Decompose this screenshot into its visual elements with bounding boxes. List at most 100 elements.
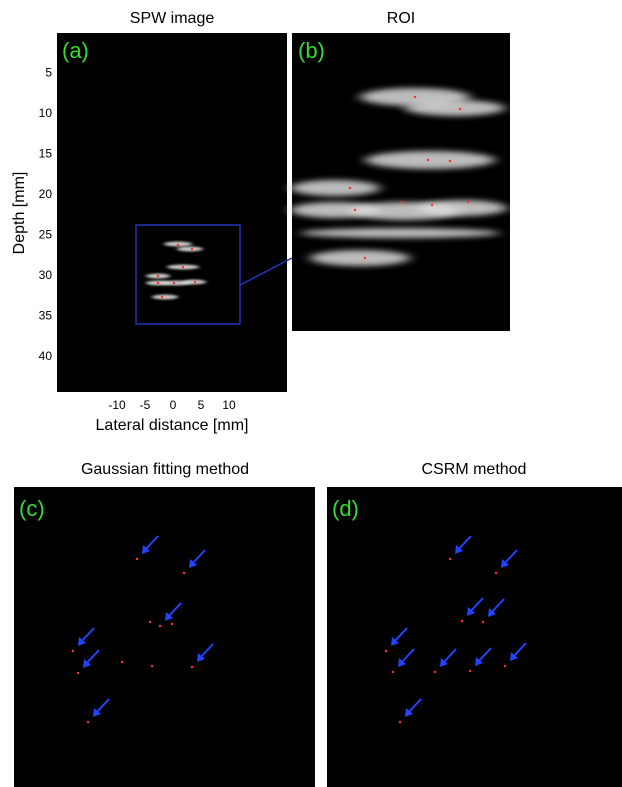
arrow-head <box>475 657 483 666</box>
point <box>156 274 160 278</box>
panel-title: CSRM method <box>422 461 527 478</box>
arrow-shaft <box>144 535 159 551</box>
roi-connector <box>239 257 293 286</box>
point <box>160 295 164 299</box>
arrow-shaft <box>457 535 472 551</box>
arrow-shaft <box>400 648 415 664</box>
point <box>426 158 430 162</box>
arrow-shaft <box>85 649 100 665</box>
point <box>348 186 352 190</box>
panel-label: (c) <box>19 496 45 521</box>
point <box>120 660 124 664</box>
arrow-head <box>197 653 205 662</box>
arrow-shaft <box>469 597 484 613</box>
blob <box>310 250 410 266</box>
point <box>158 624 162 628</box>
point <box>172 281 176 285</box>
y-tick-label: 5 <box>45 66 52 80</box>
arrow-shaft <box>490 598 505 614</box>
point <box>363 256 367 260</box>
y-axis-label: Depth [mm] <box>11 172 28 255</box>
y-tick-label: 15 <box>39 147 53 161</box>
point <box>413 95 417 99</box>
point <box>448 557 452 561</box>
panel-label: (a) <box>62 38 89 63</box>
blob <box>405 100 505 116</box>
point <box>384 649 388 653</box>
y-tick-label: 30 <box>39 268 53 282</box>
arrow-shaft <box>167 602 182 618</box>
x-axis-label: Lateral distance [mm] <box>96 417 249 434</box>
image-a <box>57 33 287 392</box>
point <box>466 200 470 204</box>
image-d <box>327 487 622 787</box>
arrow-head <box>391 637 399 646</box>
arrow-shaft <box>512 642 527 658</box>
y-tick-label: 10 <box>39 106 53 120</box>
point <box>430 203 434 207</box>
arrow-shaft <box>393 627 408 643</box>
y-tick-label: 20 <box>39 187 53 201</box>
arrow-head <box>78 637 86 646</box>
x-tick-label: 0 <box>170 398 177 412</box>
point <box>190 665 194 669</box>
blob <box>290 180 380 196</box>
arrow-shaft <box>503 549 518 565</box>
arrow-head <box>189 559 197 568</box>
panel-title: SPW image <box>130 10 215 27</box>
blobs <box>146 88 507 300</box>
arrow-shaft <box>442 648 457 664</box>
blob <box>365 151 495 169</box>
point <box>494 571 498 575</box>
point <box>181 265 185 269</box>
arrow-shaft <box>477 647 492 663</box>
arrow-shaft <box>191 549 206 565</box>
x-tick-label: 5 <box>198 398 205 412</box>
arrow-head <box>467 607 475 616</box>
point <box>468 669 472 673</box>
point <box>156 281 160 285</box>
point <box>76 671 80 675</box>
arrow-shaft <box>80 627 95 643</box>
y-tick-label: 40 <box>39 349 53 363</box>
point <box>182 571 186 575</box>
arrow-head <box>510 652 518 661</box>
arrow-shaft <box>407 698 422 714</box>
point <box>193 280 197 284</box>
arrow-head <box>398 658 406 667</box>
image-c <box>14 487 315 787</box>
y-tick-label: 25 <box>39 228 53 242</box>
arrow-head <box>455 545 463 554</box>
point <box>460 619 464 623</box>
point <box>150 664 154 668</box>
point <box>433 670 437 674</box>
point <box>86 720 90 724</box>
point <box>481 620 485 624</box>
arrow-shaft <box>199 643 214 659</box>
x-tick-label: 10 <box>222 398 236 412</box>
point <box>71 649 75 653</box>
point <box>190 247 194 251</box>
panel-title: Gaussian fitting method <box>81 461 249 478</box>
point <box>135 557 139 561</box>
x-tick-label: -5 <box>140 398 151 412</box>
arrow-head <box>142 545 150 554</box>
arrow-head <box>488 608 496 617</box>
roi-box <box>135 224 241 325</box>
point <box>170 622 174 626</box>
arrow-head <box>501 559 509 568</box>
panel-title: ROI <box>387 10 415 27</box>
point <box>353 208 357 212</box>
point <box>503 664 507 668</box>
point <box>448 159 452 163</box>
blob <box>152 294 178 300</box>
arrow-head <box>165 612 173 621</box>
arrow-shaft <box>95 698 110 714</box>
x-tick-label: -10 <box>108 398 126 412</box>
arrow-head <box>405 708 413 717</box>
point <box>176 243 180 247</box>
blob <box>300 228 500 238</box>
blob <box>417 200 507 216</box>
blob <box>177 246 203 252</box>
